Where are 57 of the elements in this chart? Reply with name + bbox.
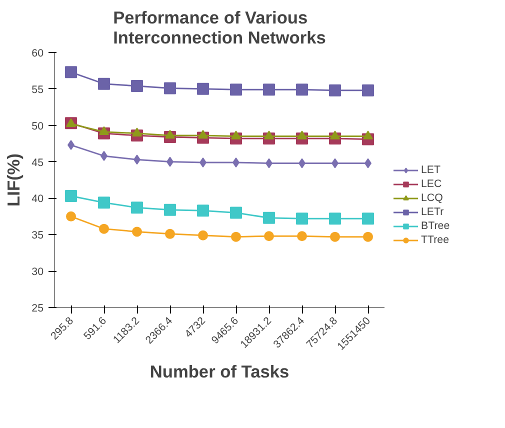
point	[362, 212, 374, 225]
point	[263, 84, 275, 96]
point	[65, 190, 77, 202]
y-tick-label: 45	[32, 156, 44, 169]
point	[165, 228, 175, 239]
point	[297, 130, 307, 140]
legend-label: LETr	[421, 206, 444, 218]
point	[363, 232, 373, 242]
point	[230, 84, 242, 96]
point	[362, 84, 374, 96]
point	[231, 232, 241, 242]
point	[230, 206, 242, 219]
point	[329, 84, 341, 96]
point	[264, 130, 274, 140]
chart-title: Performance of Various Interconnection Networks	[113, 8, 326, 48]
point	[164, 204, 176, 216]
point	[264, 231, 274, 242]
point	[330, 232, 340, 242]
x-axis-title: Number of Tasks	[150, 361, 290, 382]
point	[231, 130, 241, 140]
y-axis-title: LIF(%)	[4, 154, 24, 206]
point	[132, 128, 142, 136]
point	[99, 126, 109, 136]
y-tick-label: 50	[32, 120, 44, 132]
y-tick-label: 60	[32, 48, 44, 60]
point	[198, 130, 208, 139]
point	[263, 212, 275, 224]
point	[66, 118, 76, 127]
point	[197, 204, 209, 217]
point	[296, 212, 308, 225]
point	[98, 78, 110, 90]
y-tick-label: 55	[32, 84, 44, 96]
point	[297, 231, 307, 242]
legend-label: LEC	[421, 178, 442, 190]
point	[296, 84, 308, 96]
y-tick-label: 25	[32, 302, 44, 314]
point	[131, 202, 143, 214]
legend-label: LET	[421, 164, 441, 176]
point	[197, 82, 209, 95]
point	[329, 212, 341, 225]
point	[198, 230, 208, 240]
point	[132, 226, 142, 237]
point	[363, 130, 373, 140]
legend-label: LCQ	[421, 192, 443, 204]
point	[165, 130, 175, 139]
point	[99, 224, 109, 234]
y-tick-label: 40	[32, 193, 44, 206]
point	[164, 82, 176, 94]
point	[66, 211, 76, 222]
point	[330, 130, 340, 140]
point	[98, 196, 110, 209]
point	[131, 80, 143, 92]
legend-label: TTree	[421, 234, 450, 246]
point	[65, 66, 77, 78]
y-tick-label: 30	[32, 266, 44, 278]
legend-label: BTree	[421, 220, 450, 232]
y-tick-label: 35	[32, 230, 44, 242]
